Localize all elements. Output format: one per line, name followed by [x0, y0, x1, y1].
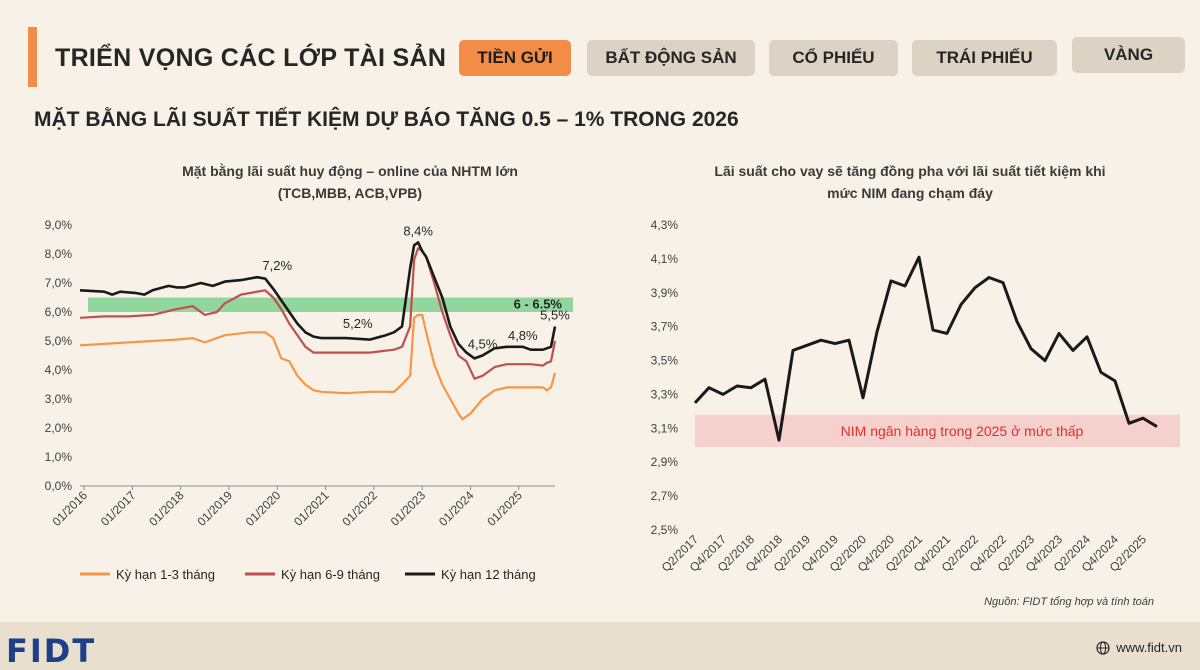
y-tick-label: 3,1%: [651, 421, 679, 435]
y-tick-label: 2,7%: [651, 489, 679, 503]
x-tick-label: 01/2024: [436, 488, 477, 529]
left-chart-title: Mặt bằng lãi suất huy động – online của …: [100, 160, 600, 204]
page-title: TRIỂN VỌNG CÁC LỚP TÀI SẢN: [55, 44, 447, 72]
nim-band-label: NIM ngân hàng trong 2025 ở mức thấp: [841, 423, 1084, 439]
y-tick-label: 0,0%: [45, 479, 73, 493]
legend-label: Kỳ hạn 6-9 tháng: [281, 567, 380, 582]
data-label: 7,2%: [262, 258, 292, 273]
y-tick-label: 4,1%: [651, 252, 679, 266]
x-tick-label: 01/2025: [484, 488, 525, 529]
y-tick-label: 4,3%: [651, 218, 679, 232]
tab-vang[interactable]: VÀNG: [1072, 37, 1185, 73]
tab-trai-phieu[interactable]: TRÁI PHIẾU: [912, 40, 1057, 76]
data-label: 5,2%: [343, 316, 373, 331]
x-tick-label: 01/2022: [339, 488, 380, 529]
deposit-rate-chart: 6 - 6.5% 0,0% 1,0% 2,0% 3,0% 4,0% 5,0% 6,0% 7,0%…: [45, 218, 573, 582]
x-tick-label: 01/2018: [146, 488, 187, 529]
tab-label: BẤT ĐỘNG SẢN: [605, 48, 737, 67]
data-label: 5,5%: [540, 308, 570, 323]
right-chart-title-line1: Lãi suất cho vay sẽ tăng đồng pha với lã…: [714, 163, 1106, 179]
series-line-3: [79, 241, 557, 360]
legend-label: Kỳ hạn 1-3 tháng: [116, 567, 215, 582]
y-tick-label: 4,0%: [45, 363, 73, 377]
tab-tien-gui[interactable]: TIỀN GỬI: [459, 40, 571, 76]
y-tick-label: 8,0%: [45, 247, 73, 261]
tab-bat-dong-san[interactable]: BẤT ĐỘNG SẢN: [587, 40, 755, 76]
section-subtitle: MẶT BẰNG LÃI SUẤT TIẾT KIỆM DỰ BÁO TĂNG …: [34, 108, 739, 131]
legend-label: Kỳ hạn 12 tháng: [441, 567, 536, 582]
y-tick-label: 5,0%: [45, 334, 73, 348]
target-band: [88, 297, 573, 312]
tab-label: TIỀN GỬI: [477, 48, 553, 67]
lending-rate-chart: NIM ngân hàng trong 2025 ở mức thấp 2,5% 2…: [651, 218, 1180, 575]
left-chart-title-line1: Mặt bằng lãi suất huy động – online của …: [182, 163, 518, 179]
series-line-1: [79, 313, 557, 421]
x-tick-label: 01/2021: [291, 488, 332, 529]
y-tick-label: 1,0%: [45, 450, 73, 464]
website-text: www.fidt.vn: [1116, 640, 1182, 655]
title-accent-bar: [28, 27, 37, 87]
tab-label: VÀNG: [1103, 45, 1154, 64]
series-line-2: [79, 247, 557, 380]
data-label: 4,8%: [508, 328, 538, 343]
y-tick-label: 2,9%: [651, 455, 679, 469]
fidt-logo: FIDT: [6, 632, 97, 670]
tab-label: CỔ PHIẾU: [792, 48, 875, 67]
y-tick-label: 3,7%: [651, 320, 679, 334]
right-chart-title: Lãi suất cho vay sẽ tăng đồng pha với lã…: [640, 160, 1180, 204]
y-tick-label: 3,3%: [651, 387, 679, 401]
y-tick-label: 9,0%: [45, 218, 73, 232]
y-tick-label: 2,0%: [45, 421, 73, 435]
y-tick-label: 6,0%: [45, 305, 73, 319]
x-tick-label: 01/2016: [50, 488, 91, 529]
lending-rate-line: [693, 255, 1158, 442]
footer: FIDT www.fidt.vn: [0, 622, 1200, 670]
y-tick-label: 3,9%: [651, 286, 679, 300]
x-tick-label: 01/2020: [243, 488, 284, 529]
left-chart-title-line2: (TCB,MBB, ACB,VPB): [277, 185, 423, 201]
target-band-label: 6 - 6.5%: [514, 297, 563, 312]
data-label: 8,4%: [403, 223, 433, 238]
data-label: 4,5%: [468, 337, 498, 352]
globe-icon: [1096, 640, 1110, 655]
y-tick-label: 3,5%: [651, 354, 679, 368]
tab-co-phieu[interactable]: CỔ PHIẾU: [769, 40, 898, 76]
y-tick-label: 3,0%: [45, 392, 73, 406]
x-tick-label: 01/2019: [194, 488, 235, 529]
source-note: Nguồn: FIDT tổng hợp và tính toán: [984, 596, 1154, 608]
y-tick-label: 2,5%: [651, 523, 679, 537]
tab-label: TRÁI PHIẾU: [936, 48, 1033, 67]
x-tick-label: 01/2017: [98, 488, 139, 529]
y-tick-label: 7,0%: [45, 276, 73, 290]
website-link[interactable]: www.fidt.vn: [1096, 640, 1182, 655]
right-chart-title-line2: mức NIM đang chạm đáy: [827, 185, 993, 201]
x-tick-label: 01/2023: [388, 488, 429, 529]
